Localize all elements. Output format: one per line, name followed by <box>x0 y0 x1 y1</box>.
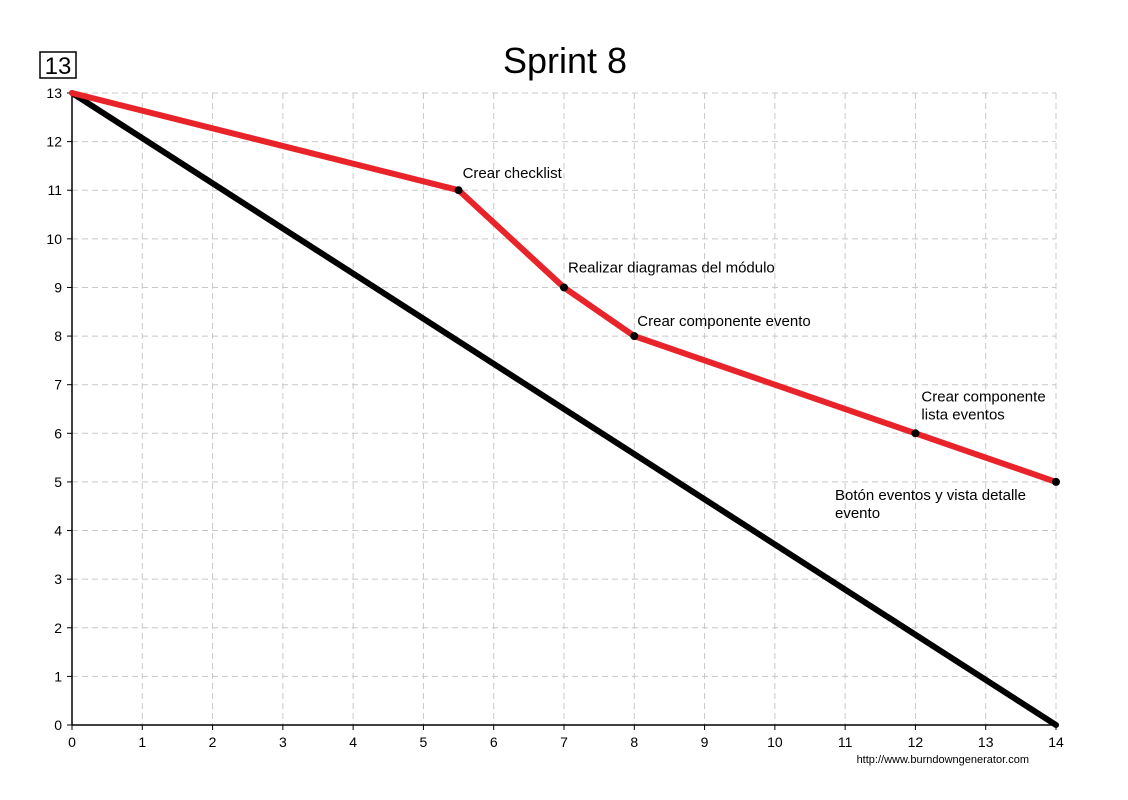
y-tick-label: 10 <box>46 231 62 247</box>
data-point <box>560 283 568 292</box>
y-tick-label: 3 <box>54 571 62 587</box>
y-tick-label: 4 <box>54 523 62 539</box>
x-tick-label: 8 <box>630 734 638 750</box>
y-tick-label: 13 <box>46 85 62 101</box>
x-tick-label: 12 <box>908 734 924 750</box>
x-tick-label: 4 <box>349 734 357 750</box>
y-tick-label: 2 <box>54 620 62 636</box>
actual-burndown-line <box>69 90 1059 485</box>
x-tick-label: 2 <box>209 734 217 750</box>
x-tick-label: 14 <box>1048 734 1064 750</box>
x-tick-label: 11 <box>838 734 853 750</box>
data-point <box>1052 477 1060 486</box>
annotation-label: Crear componente lista eventos <box>921 388 1045 423</box>
annotation-line: lista eventos <box>921 406 1004 423</box>
y-tick-label: 11 <box>47 182 62 198</box>
annotation-line: Realizar diagramas del módulo <box>568 259 775 276</box>
total-points-badge-text: 13 <box>45 53 72 80</box>
y-tick-label: 9 <box>54 279 62 295</box>
grid <box>72 92 1057 725</box>
annotation-label: Realizar diagramas del módulo <box>568 259 775 276</box>
y-tick-label: 0 <box>54 717 62 733</box>
data-point <box>911 429 920 438</box>
annotation-label: Crear componente evento <box>637 313 810 330</box>
y-tick-label: 12 <box>46 134 62 150</box>
x-tick-label: 3 <box>279 734 287 750</box>
chart-title: Sprint 8 <box>503 40 627 81</box>
y-tick-label: 8 <box>54 328 62 344</box>
x-tick-label: 1 <box>138 734 146 750</box>
annotation-line: Crear componente evento <box>637 313 810 330</box>
x-tick-label: 0 <box>68 734 76 750</box>
x-tick-label: 10 <box>767 734 783 750</box>
data-points <box>454 186 1060 486</box>
x-tick-label: 6 <box>490 734 498 750</box>
y-tick-label: 7 <box>54 377 62 393</box>
data-point <box>454 186 463 195</box>
annotation-line: Crear componente <box>921 388 1045 405</box>
ideal-burndown-line <box>69 90 1059 728</box>
x-tick-label: 7 <box>560 734 568 750</box>
annotation-line: evento <box>835 505 880 522</box>
x-tick-label: 9 <box>701 734 709 750</box>
y-tick-label: 1 <box>54 668 62 684</box>
credit-link[interactable]: http://www.burndowngenerator.com <box>857 754 1029 766</box>
x-tick-label: 13 <box>978 734 994 750</box>
axes <box>67 92 1057 730</box>
annotation-line: Crear checklist <box>463 165 563 182</box>
total-points-badge <box>39 51 77 79</box>
x-tick-label: 5 <box>420 734 428 750</box>
annotation-label: Botón eventos y vista detalle evento <box>835 487 1026 522</box>
data-point <box>630 332 639 341</box>
annotation-label: Crear checklist <box>463 165 563 182</box>
annotation-line: Botón eventos y vista detalle <box>835 487 1026 504</box>
y-tick-label: 5 <box>54 474 62 490</box>
y-tick-label: 6 <box>54 425 62 441</box>
annotations: Crear checklist Realizar diagramas del mó… <box>463 165 1046 522</box>
series-lines <box>69 90 1059 728</box>
